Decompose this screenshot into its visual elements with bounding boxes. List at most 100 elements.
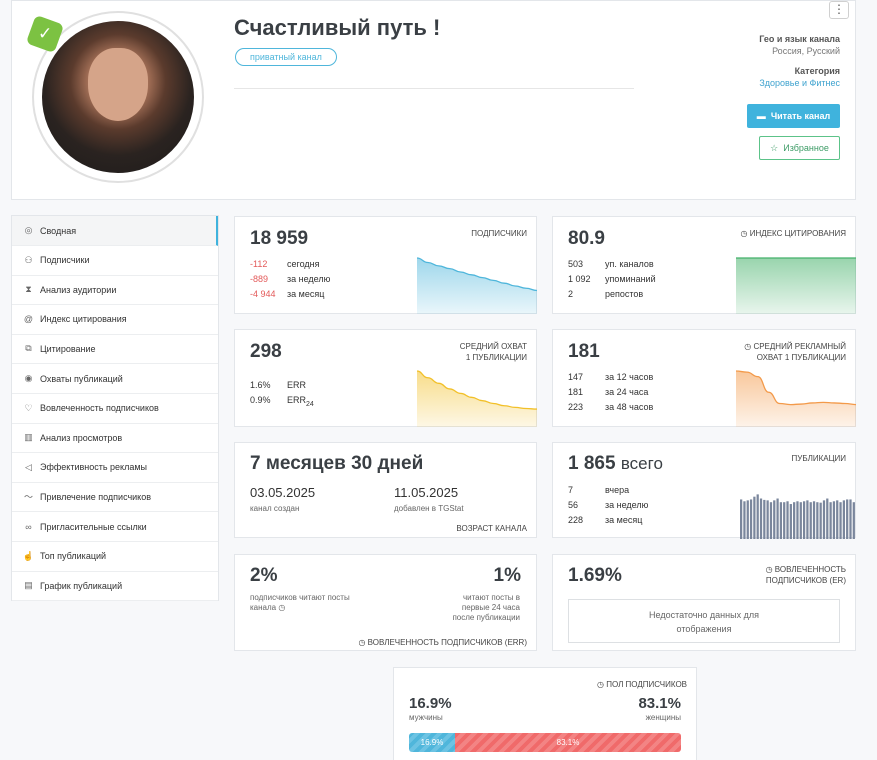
sidebar-item[interactable]: ∞ Пригласительные ссылки xyxy=(12,512,218,542)
stat-caption: сегодня xyxy=(287,259,320,269)
posts-bar xyxy=(799,502,802,539)
posts-card[interactable]: 1 865 всего ПУБЛИКАЦИИ 7 вчера 56 за неделю… xyxy=(552,442,856,539)
posts-bar xyxy=(829,502,832,539)
geo-value: Россия, Русский xyxy=(772,46,840,56)
ad-reach-sparkline xyxy=(736,370,856,427)
sidebar-item-label: Вовлеченность подписчиков xyxy=(40,403,159,414)
info-icon: ◷ xyxy=(358,638,366,647)
sidebar-item-label: Подписчики xyxy=(40,255,90,266)
posts-bar xyxy=(852,502,855,539)
channel-age-label: ВОЗРАСТ КАНАЛА xyxy=(456,524,527,533)
stat-caption: вчера xyxy=(605,485,630,495)
stat-value: 1 092 xyxy=(568,274,591,284)
geo-label: Гео и язык канала xyxy=(759,34,840,44)
channel-age-card[interactable]: 7 месяцев 30 дней 03.05.2025 канал созда… xyxy=(234,442,537,538)
citation-index-card[interactable]: 80.9 ◷ ИНДЕКС ЦИТИРОВАНИЯ 503 уп. каналов… xyxy=(552,216,856,314)
stat-row: -4 944 за месяц xyxy=(250,287,324,302)
avg-reach-sparkline xyxy=(417,370,537,427)
megaphone-icon: ◁ xyxy=(25,461,32,472)
category-link[interactable]: Здоровье и Фитнес xyxy=(759,78,840,88)
male-bar: 16.9% xyxy=(409,733,455,752)
sidebar-item[interactable]: ▤ График публикаций xyxy=(12,571,218,602)
posts-bar xyxy=(819,502,822,539)
posts-bar xyxy=(826,498,829,539)
sparkline-area xyxy=(736,258,856,314)
posts-bar xyxy=(749,499,753,539)
stat-caption: за 24 часа xyxy=(605,387,649,397)
err-card[interactable]: 2% подписчиков читают посты канала ◷ 1% … xyxy=(234,554,537,651)
male-label: мужчины xyxy=(409,713,443,722)
female-label: женщины xyxy=(645,713,681,722)
stat-row: 2 репостов xyxy=(568,287,643,302)
sidebar-item-label: Цитирование xyxy=(40,343,96,354)
stat-value: 0.9% xyxy=(250,395,271,405)
posts-bar xyxy=(789,504,792,539)
read-channel-button[interactable]: ▬ Читать канал xyxy=(747,104,840,128)
stat-row: 7 вчера xyxy=(568,483,629,498)
sidebar-item-label: Анализ аудитории xyxy=(40,284,117,295)
added-date: 11.05.2025 xyxy=(394,485,459,500)
calendar-icon: ▤ xyxy=(24,580,33,591)
private-channel-badge: приватный канал xyxy=(235,48,337,66)
stat-caption: ERR xyxy=(287,380,307,390)
sidebar-item[interactable]: ◁ Эффективность рекламы xyxy=(12,453,218,483)
posts-bar xyxy=(839,502,842,539)
geo-info: Гео и язык канала Россия, Русский xyxy=(759,33,840,57)
sidebar-item[interactable]: ⧉ Цитирование xyxy=(12,334,218,365)
thumbs-up-icon: ☝ xyxy=(22,550,35,561)
star-icon: ☆ xyxy=(770,143,779,153)
category-label: Категория xyxy=(794,66,840,76)
posts-bar xyxy=(836,500,839,539)
sidebar-item[interactable]: ◎ Сводная xyxy=(12,216,218,246)
no-data-message: Недостаточно данных для отображения xyxy=(568,599,840,643)
trend-icon: 〜 xyxy=(23,492,33,503)
sparkline-line xyxy=(417,257,537,292)
sidebar-item-label: Индекс цитирования xyxy=(40,314,127,325)
ad-reach-label-line2: ОХВАТ 1 ПУБЛИКАЦИИ xyxy=(756,353,846,362)
sidebar-item[interactable]: ⚇ Подписчики xyxy=(12,246,218,276)
sidebar-item[interactable]: @ Индекс цитирования xyxy=(12,305,218,335)
er-label: ◷ ВОВЛЕЧЕННОСТЬ ПОДПИСЧИКОВ (ER) xyxy=(766,564,846,586)
er-card[interactable]: 1.69% ◷ ВОВЛЕЧЕННОСТЬ ПОДПИСЧИКОВ (ER) Не… xyxy=(552,554,856,651)
stat-caption: ERR xyxy=(287,395,307,405)
stat-caption: за месяц xyxy=(287,289,325,299)
heart-icon: ♡ xyxy=(24,402,33,413)
gender-label-text: ПОЛ ПОДПИСЧИКОВ xyxy=(606,680,687,689)
dashboard-icon: ◎ xyxy=(24,225,33,235)
citation-index-label: ◷ ИНДЕКС ЦИТИРОВАНИЯ xyxy=(741,228,846,239)
sidebar-item-label: Топ публикаций xyxy=(40,551,107,562)
stat-value: 56 xyxy=(568,500,579,510)
posts-bar xyxy=(796,501,799,539)
ad-reach-card[interactable]: 181 ◷ СРЕДНИЙ РЕКЛАМНЫЙ ОХВАТ 1 ПУБЛИКАЦИ… xyxy=(552,329,856,427)
info-icon: ◷ xyxy=(744,342,752,351)
info-icon: ◷ xyxy=(596,680,604,689)
posts-bar xyxy=(806,500,809,539)
bar-chart-icon: ▥ xyxy=(24,432,33,443)
channel-age-value: 7 месяцев 30 дней xyxy=(250,453,424,474)
female-percent: 83.1% xyxy=(638,695,681,712)
posts-count-value: 1 865 xyxy=(568,453,616,474)
avg-reach-card[interactable]: 298 СРЕДНИЙ ОХВАТ 1 ПУБЛИКАЦИИ 1.6% ERR 0.9… xyxy=(234,329,537,427)
sidebar-item-label: Привлечение подписчиков xyxy=(40,491,152,502)
at-icon: @ xyxy=(23,314,34,325)
sidebar-item[interactable]: ☝ Топ публикаций xyxy=(12,542,218,572)
favorite-button[interactable]: ☆ Избранное xyxy=(759,136,840,160)
stat-value: -112 xyxy=(250,259,268,269)
divider xyxy=(234,88,634,89)
sidebar-item[interactable]: 〜 Привлечение подписчиков xyxy=(12,482,218,513)
posts-bar xyxy=(783,502,786,539)
stat-value: -889 xyxy=(250,274,269,284)
stat-row: 1.6% ERR xyxy=(250,378,306,393)
subscribers-card[interactable]: 18 959 ПОДПИСЧИКИ -112 сегодня -889 за неде… xyxy=(234,216,537,314)
sidebar-item[interactable]: ♡ Вовлеченность подписчиков xyxy=(12,394,218,424)
gender-card[interactable]: ◷ ПОЛ ПОДПИСЧИКОВ 16.9% мужчины 83.1% же… xyxy=(393,667,697,760)
sidebar-item[interactable]: ▥ Анализ просмотров xyxy=(12,423,218,454)
er-label-line2: ПОДПИСЧИКОВ (ER) xyxy=(765,576,846,585)
sidebar-item[interactable]: ◉ Охваты публикаций xyxy=(12,364,218,394)
posts-bar xyxy=(740,499,743,539)
stat-row: 223 за 48 часов xyxy=(568,400,653,415)
more-menu-icon[interactable]: ⋮ xyxy=(829,1,849,19)
posts-bar xyxy=(766,500,769,539)
sidebar-item[interactable]: ⧗ Анализ аудитории xyxy=(12,275,218,306)
posts-bar xyxy=(822,500,826,539)
